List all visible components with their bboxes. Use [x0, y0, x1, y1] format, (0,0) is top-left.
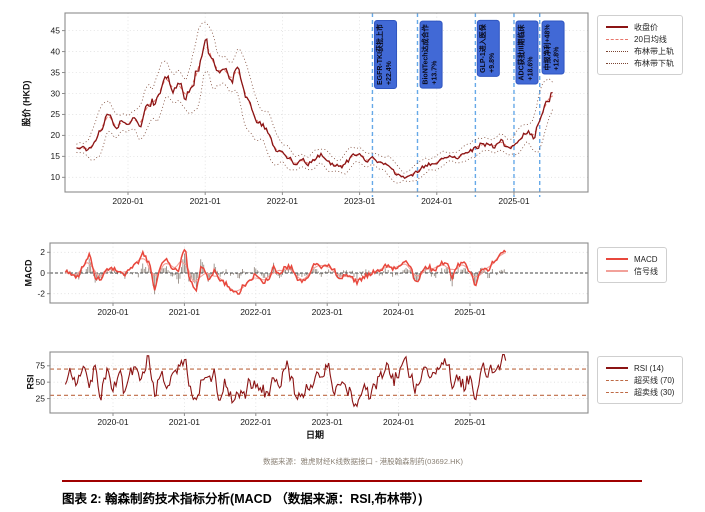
- legend-label: 20日均线: [634, 34, 667, 44]
- rsi-legend: RSI (14) 超买线 (70) 超卖线 (30): [597, 356, 684, 404]
- svg-text:25: 25: [51, 109, 61, 119]
- legend-label: RSI (14): [634, 363, 664, 373]
- svg-text:2024-01: 2024-01: [383, 417, 414, 427]
- svg-text:-2: -2: [37, 288, 45, 298]
- event-change: +22.4%: [385, 61, 393, 86]
- svg-text:2021-01: 2021-01: [190, 196, 221, 206]
- macd-y-axis-label: MACD: [23, 259, 34, 287]
- caption-rule: [62, 480, 642, 482]
- figure-caption: 图表 2: 翰森制药技术指标分析(MACD （数据来源：RSI,布林带）): [62, 492, 423, 506]
- svg-text:30: 30: [51, 88, 61, 98]
- event-label: ADC获批III期临床: [518, 24, 526, 80]
- svg-text:2021-01: 2021-01: [169, 417, 200, 427]
- ma20-line-swatch: [606, 38, 628, 40]
- price-legend: 收盘价 20日均线 布林带上轨 布林带下轨: [597, 15, 683, 75]
- price-panel: 2020-01 2021-01 2022-01 2023-01 2024-01 2025-…: [51, 12, 589, 206]
- svg-text:2024-01: 2024-01: [383, 307, 414, 317]
- svg-text:15: 15: [51, 151, 61, 161]
- legend-label: 布林带下轨: [634, 58, 674, 68]
- event-label: EGFR-TKI获批上市: [377, 23, 385, 86]
- rsi-y-axis-label: RSI: [25, 374, 36, 390]
- legend-label: 布林带上轨: [634, 46, 674, 56]
- legend-item-boll-upper: 布林带上轨: [606, 45, 674, 57]
- legend-item-macd: MACD: [606, 253, 658, 265]
- macd-panel: 2020-01 2021-01 2022-01 2023-01 2024-01 2025-…: [37, 242, 589, 317]
- svg-text:2020-01: 2020-01: [97, 307, 128, 317]
- svg-text:2025-01: 2025-01: [454, 417, 485, 427]
- x-axis-label: 日期: [305, 430, 325, 440]
- event-label: BioNTech达成合作: [422, 23, 430, 85]
- oversold-line-swatch: [606, 391, 628, 393]
- legend-item-boll-lower: 布林带下轨: [606, 57, 674, 69]
- svg-text:0: 0: [40, 268, 45, 278]
- svg-text:2: 2: [40, 247, 45, 257]
- svg-text:2025-01: 2025-01: [498, 196, 529, 206]
- event-label: 中报净利+48%: [544, 23, 552, 71]
- svg-text:2023-01: 2023-01: [344, 196, 375, 206]
- svg-text:2020-01: 2020-01: [112, 196, 143, 206]
- macd-line-swatch: [606, 258, 628, 260]
- legend-label: 超卖线 (30): [634, 387, 675, 397]
- svg-text:10: 10: [51, 172, 61, 182]
- signal-line-swatch: [606, 270, 628, 272]
- boll-upper-swatch: [606, 50, 628, 52]
- data-source-note: 数据来源：雅虎财经K线数据接口 - 港股翰森制药(03692.HK): [262, 457, 464, 466]
- legend-item-ma20: 20日均线: [606, 33, 674, 45]
- svg-text:2022-01: 2022-01: [267, 196, 298, 206]
- svg-text:2020-01: 2020-01: [97, 417, 128, 427]
- event-annotation: ADC获批III期临床 +18.6%: [515, 20, 539, 84]
- svg-text:2021-01: 2021-01: [169, 307, 200, 317]
- legend-item-oversold: 超卖线 (30): [606, 386, 674, 398]
- event-annotation: BioNTech达成合作 +13.7%: [419, 19, 443, 89]
- svg-text:75: 75: [36, 361, 46, 371]
- event-annotation: EGFR-TKI获批上市 +22.4%: [374, 19, 398, 90]
- event-change: +9.8%: [488, 52, 496, 73]
- rsi-panel: 2020-01 2021-01 2022-01 2023-01 2024-01 2025-…: [36, 351, 589, 427]
- svg-text:20: 20: [51, 130, 61, 140]
- event-change: +12.8%: [553, 46, 561, 71]
- legend-label: 信号线: [634, 266, 658, 276]
- event-label: GLP-1进入医保: [480, 24, 488, 73]
- overbought-line-swatch: [606, 379, 628, 381]
- event-change: +18.6%: [527, 56, 535, 80]
- close-line-swatch: [606, 26, 628, 28]
- rsi-line-swatch: [606, 367, 628, 369]
- event-annotation: GLP-1进入医保 +9.8%: [477, 20, 501, 77]
- legend-label: 超买线 (70): [634, 375, 675, 385]
- macd-legend: MACD 信号线: [597, 247, 667, 283]
- svg-text:25: 25: [36, 393, 46, 403]
- svg-text:2024-01: 2024-01: [421, 196, 452, 206]
- legend-item-overbought: 超买线 (70): [606, 374, 674, 386]
- legend-label: 收盘价: [634, 22, 658, 32]
- boll-lower-swatch: [606, 62, 628, 64]
- svg-text:35: 35: [51, 67, 61, 77]
- legend-item-close: 收盘价: [606, 21, 674, 33]
- event-annotation: 中报净利+48% +12.8%: [541, 19, 565, 75]
- legend-label: MACD: [634, 254, 658, 264]
- legend-item-rsi: RSI (14): [606, 362, 674, 374]
- svg-text:50: 50: [36, 377, 46, 387]
- svg-text:45: 45: [51, 25, 61, 35]
- svg-text:2022-01: 2022-01: [240, 307, 271, 317]
- legend-item-signal: 信号线: [606, 265, 658, 277]
- event-change: +13.7%: [431, 60, 439, 85]
- svg-text:2025-01: 2025-01: [454, 307, 485, 317]
- price-y-axis-label: 股价 (HKD): [21, 80, 32, 127]
- svg-text:2022-01: 2022-01: [240, 417, 271, 427]
- svg-text:2023-01: 2023-01: [312, 417, 343, 427]
- svg-text:2023-01: 2023-01: [312, 307, 343, 317]
- svg-text:40: 40: [51, 46, 61, 56]
